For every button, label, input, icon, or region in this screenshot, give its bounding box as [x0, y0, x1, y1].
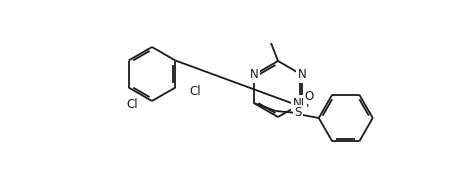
Text: NH: NH — [292, 97, 310, 109]
Text: Cl: Cl — [126, 98, 138, 112]
Text: O: O — [304, 89, 314, 103]
Text: S: S — [294, 107, 301, 119]
Text: N: N — [249, 69, 258, 81]
Text: Cl: Cl — [190, 85, 201, 98]
Text: N: N — [298, 69, 307, 81]
